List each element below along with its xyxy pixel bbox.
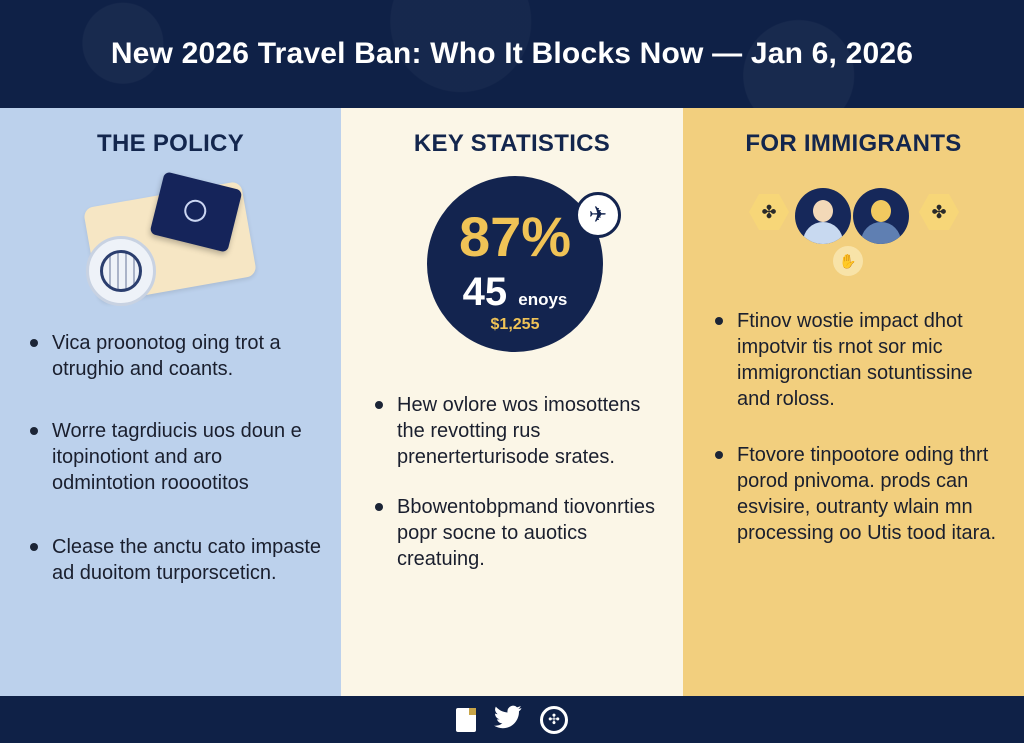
stat-percent: 87%: [458, 205, 572, 268]
stamp-icon: [86, 236, 156, 306]
document-icon[interactable]: [456, 707, 476, 732]
stats-title: KEY STATISTICS: [413, 130, 611, 157]
avatar-head: [871, 200, 891, 222]
airplane-icon: ✈: [575, 192, 621, 238]
twitter-icon[interactable]: [494, 705, 522, 734]
stat-days-value: 45: [462, 270, 508, 314]
header-banner: New 2026 Travel Ban: Who It Blocks Now —…: [0, 0, 1024, 108]
list-item: Hew ovlore wos imosottens the revotting …: [371, 392, 671, 470]
immigrants-bullet-list: Ftinov wostie impact dhot impotvir tis r…: [711, 308, 1011, 546]
list-item: Worre tagrdiucis uos doun e itopinotiont…: [26, 418, 326, 496]
stat-days-unit: enoys: [518, 290, 568, 309]
avatar-body: [803, 222, 843, 244]
clover-hex-icon: ✤: [919, 194, 959, 230]
worker-avatar-icon: [853, 188, 909, 244]
stamp-ring: [100, 250, 142, 292]
policy-bullet-list: Vica proonotog oing trot a otrughio and …: [26, 330, 326, 586]
content-columns: THE POLICY Vica proonotog oing trot a ot…: [0, 108, 1024, 696]
share-icon[interactable]: ✣: [540, 705, 568, 734]
immigrants-column: FOR IMMIGRANTS ✤ ✤ ✋ Ftinov wostie impac…: [683, 108, 1024, 696]
stats-bullet-list: Hew ovlore wos imosottens the revotting …: [371, 392, 671, 572]
list-item: Clease the anctu cato impaste ad duoitom…: [26, 534, 326, 586]
list-item: Ftinov wostie impact dhot impotvir tis r…: [711, 308, 1011, 412]
hand-icon: ✋: [833, 246, 863, 276]
policy-column: THE POLICY Vica proonotog oing trot a ot…: [0, 108, 341, 696]
list-item: Vica proonotog oing trot a otrughio and …: [26, 330, 326, 382]
footer-bar: ✣: [0, 696, 1024, 743]
list-item: Ftovore tinpootore oding thrt porod pniv…: [711, 442, 1011, 546]
clover-hex-icon: ✤: [749, 194, 789, 230]
stat-fee: $1,255: [490, 316, 540, 333]
person-avatar-icon: [795, 188, 851, 244]
avatar-head: [813, 200, 833, 222]
passport-seal-icon: [181, 197, 209, 225]
stats-column: KEY STATISTICS 87% 45 enoys $1,255 ✈ Hew…: [341, 108, 683, 696]
avatar-body: [861, 222, 901, 244]
immigrants-title: FOR IMMIGRANTS: [745, 130, 962, 157]
stat-circle: 87% 45 enoys $1,255: [427, 176, 603, 352]
page-title: New 2026 Travel Ban: Who It Blocks Now —…: [110, 37, 914, 70]
policy-title: THE POLICY: [96, 130, 244, 157]
list-item: Bbowentobpmand tiovonrties popr socne to…: [371, 494, 671, 572]
stat-days: 45 enoys: [427, 270, 603, 315]
